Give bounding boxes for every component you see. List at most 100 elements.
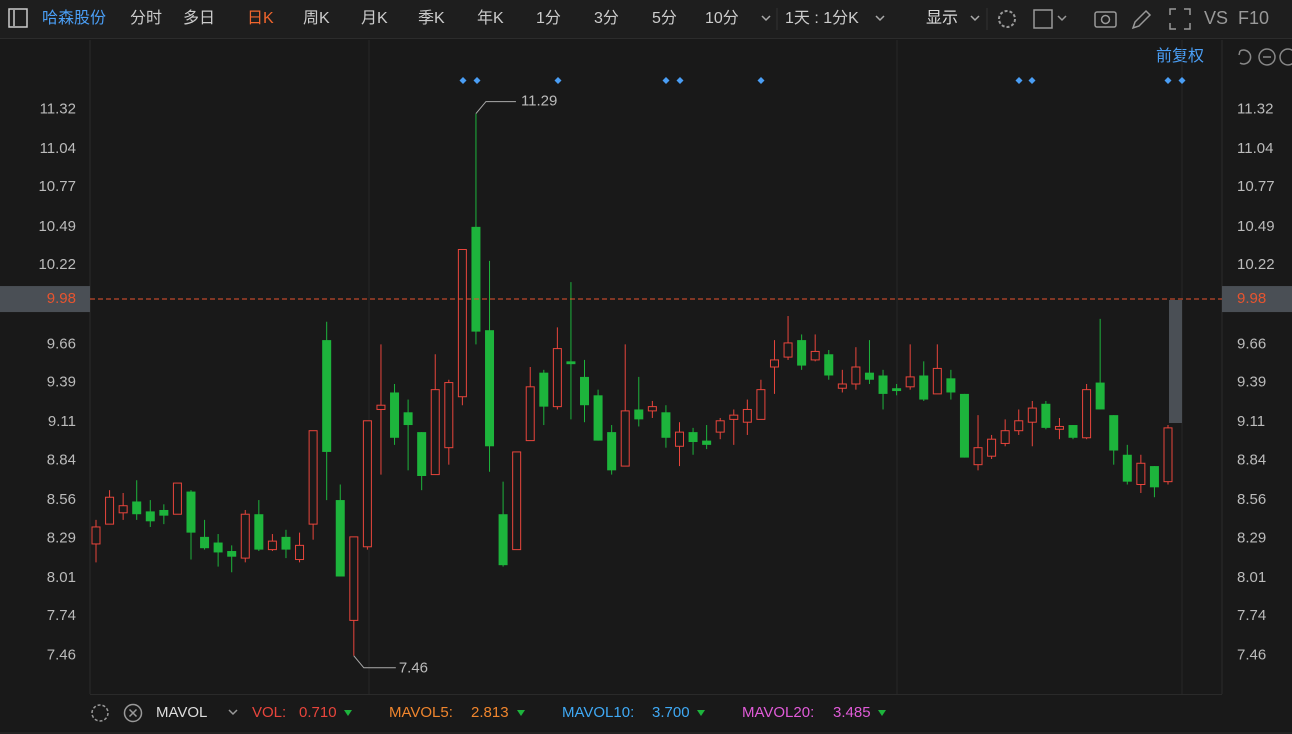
candle-body bbox=[932, 367, 942, 395]
chevron[interactable] bbox=[228, 709, 238, 716]
sidebar-toggle[interactable] bbox=[8, 8, 28, 28]
candle-body bbox=[403, 412, 413, 426]
candle-body bbox=[634, 409, 644, 420]
pencil-icon[interactable] bbox=[1131, 9, 1152, 30]
y-tick-label-right: 8.29 bbox=[1237, 529, 1266, 546]
candle-body bbox=[91, 526, 101, 545]
candle-body bbox=[186, 491, 196, 533]
event-marker[interactable] bbox=[676, 77, 684, 84]
event-marker[interactable] bbox=[662, 77, 670, 84]
y-tick-label: 9.11 bbox=[48, 413, 76, 430]
y-tick-label: 8.56 bbox=[47, 491, 76, 508]
candle-body bbox=[485, 330, 495, 447]
candle-body bbox=[892, 388, 902, 392]
draw-box-icon[interactable] bbox=[1033, 9, 1053, 29]
y-tick-label: 9.66 bbox=[47, 335, 76, 352]
indicator-name[interactable]: MAVOL bbox=[156, 704, 207, 721]
period-tab[interactable]: 季K bbox=[418, 9, 445, 27]
indicator-value: 3.700 bbox=[652, 704, 690, 721]
candle-body bbox=[1041, 403, 1051, 428]
candle-body bbox=[905, 376, 915, 388]
event-marker[interactable] bbox=[757, 77, 765, 84]
y-tick-label-right: 7.46 bbox=[1237, 647, 1266, 664]
event-marker[interactable] bbox=[1164, 77, 1172, 84]
chevron[interactable] bbox=[761, 15, 771, 22]
candle-body bbox=[769, 359, 779, 368]
settings-icon[interactable] bbox=[998, 10, 1016, 28]
candle-body bbox=[322, 340, 332, 452]
toolbar bbox=[0, 0, 1292, 38]
indicator-close[interactable] bbox=[123, 703, 143, 723]
period-tab[interactable]: 年K bbox=[477, 9, 504, 27]
candle-body bbox=[552, 348, 562, 408]
period-tab[interactable]: 3分 bbox=[594, 9, 619, 27]
plot: 11.32 11.32 11.04 11.04 10.77 10.77 10.49 10.49… bbox=[0, 93, 1292, 677]
candle-body bbox=[919, 375, 929, 400]
y-tick-label-right: 9.66 bbox=[1237, 335, 1266, 352]
y-tick-label: 9.39 bbox=[47, 374, 76, 391]
candle-body bbox=[973, 447, 983, 466]
period-tab[interactable]: 多日 bbox=[183, 9, 215, 27]
y-tick-label-right: 9.11 bbox=[1237, 413, 1265, 430]
period-tab[interactable]: 日K bbox=[247, 10, 274, 27]
indicator-value: 3.485 bbox=[833, 704, 871, 721]
candle-body bbox=[607, 432, 617, 471]
event-marker[interactable] bbox=[459, 77, 467, 84]
interval-select[interactable]: 1天 : 1分K bbox=[785, 9, 859, 27]
candle-body bbox=[430, 389, 440, 476]
candle-body bbox=[620, 410, 630, 467]
period-tab[interactable]: 10分 bbox=[705, 9, 739, 27]
candle-body bbox=[525, 386, 535, 442]
candle-body bbox=[349, 536, 359, 621]
camera-icon[interactable] bbox=[1094, 11, 1117, 28]
candle-body bbox=[417, 432, 427, 476]
vs-button[interactable]: VS bbox=[1204, 8, 1228, 28]
candle-body bbox=[1109, 415, 1119, 451]
adjust-select[interactable]: 前复权 bbox=[1156, 47, 1204, 65]
y-tick-label-right: 10.77 bbox=[1237, 178, 1275, 195]
y-tick-label: 11.04 bbox=[40, 140, 76, 157]
event-marker[interactable] bbox=[1178, 77, 1186, 84]
candle-body bbox=[390, 392, 400, 438]
chevron[interactable] bbox=[875, 15, 885, 22]
chevron[interactable] bbox=[1057, 15, 1067, 22]
candle-body bbox=[742, 408, 752, 423]
period-tab[interactable]: 5分 bbox=[652, 9, 677, 27]
event-marker[interactable] bbox=[473, 77, 481, 84]
last-price-label: 9.98 bbox=[47, 290, 76, 307]
zoom-in-icon[interactable] bbox=[1279, 48, 1292, 66]
stock-name[interactable]: 哈森股份 bbox=[42, 9, 106, 27]
period-tab[interactable]: 分时 bbox=[130, 9, 162, 27]
event-marker[interactable] bbox=[554, 77, 562, 84]
event-marker[interactable] bbox=[1028, 77, 1036, 84]
candle-body bbox=[674, 431, 684, 447]
fullscreen-icon[interactable] bbox=[1169, 8, 1191, 30]
indicator-label: MAVOL10: bbox=[562, 704, 634, 721]
trend-arrow bbox=[517, 710, 525, 716]
candle-body bbox=[566, 361, 576, 365]
y-tick-label-right: 10.22 bbox=[1237, 256, 1275, 273]
zoom-out-icon[interactable] bbox=[1258, 48, 1276, 66]
candle-body bbox=[227, 551, 237, 557]
y-tick-label: 8.84 bbox=[47, 451, 76, 468]
indicator-value: 2.813 bbox=[471, 704, 509, 721]
event-marker[interactable] bbox=[1015, 77, 1023, 84]
f10-button[interactable]: F10 bbox=[1238, 8, 1269, 28]
period-tab[interactable]: 1分 bbox=[536, 9, 561, 27]
candle-body bbox=[1122, 454, 1132, 482]
candle-body bbox=[987, 438, 997, 457]
period-tab[interactable]: 周K bbox=[303, 10, 330, 27]
candle-body bbox=[702, 440, 712, 445]
candle-body bbox=[647, 406, 657, 412]
candle-body bbox=[851, 366, 861, 385]
period-tab[interactable]: 月K bbox=[361, 10, 388, 27]
reset-icon[interactable] bbox=[1238, 49, 1252, 65]
indicator-settings[interactable] bbox=[91, 704, 109, 722]
chevron[interactable] bbox=[970, 15, 980, 22]
candle-body bbox=[1000, 430, 1010, 444]
display-menu[interactable]: 显示 bbox=[926, 10, 958, 27]
event-markers bbox=[459, 77, 1186, 84]
candle-body bbox=[471, 226, 481, 332]
